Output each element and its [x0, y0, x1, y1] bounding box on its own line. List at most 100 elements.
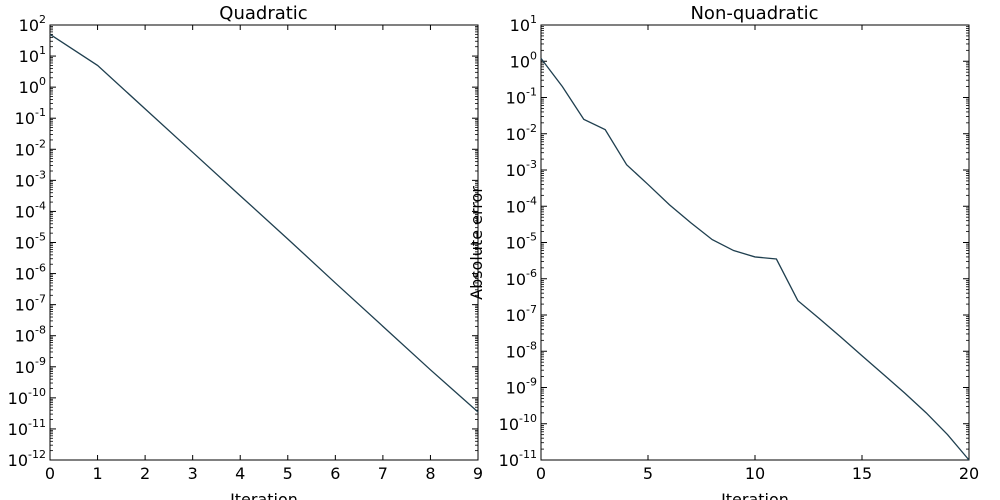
y-tick-label: 10-8	[15, 324, 46, 346]
y-tick-exponent: -5	[35, 231, 46, 244]
y-tick-exponent: 1	[530, 13, 537, 26]
y-tick-exponent: -8	[35, 324, 46, 337]
series-line	[540, 57, 970, 461]
y-tick-label: 10-4	[15, 199, 46, 221]
y-tick-base: 10	[15, 327, 35, 346]
y-tick-exponent: -5	[526, 231, 537, 244]
x-tick-label: 0	[536, 464, 546, 483]
y-tick-label: 10-6	[506, 267, 537, 289]
y-tick-base: 10	[506, 89, 526, 108]
y-tick-label: 10-9	[506, 376, 537, 398]
y-tick-base: 10	[506, 197, 526, 216]
x-tick-label: 5	[283, 464, 293, 483]
y-tick-label: 101	[19, 44, 46, 66]
y-tick-label: 10-7	[506, 303, 537, 325]
y-tick-exponent: -4	[526, 194, 537, 207]
y-tick-label: 10-11	[8, 417, 46, 439]
x-tick-label: 20	[959, 464, 979, 483]
series-line	[49, 33, 479, 413]
y-tick-exponent: -2	[35, 137, 46, 150]
y-tick-base: 10	[15, 358, 35, 377]
y-tick-base: 10	[19, 16, 39, 35]
y-tick-exponent: -11	[519, 448, 537, 461]
y-tick-exponent: -9	[35, 355, 46, 368]
y-tick-exponent: -1	[526, 86, 537, 99]
y-tick-base: 10	[19, 78, 39, 97]
y-tick-base: 10	[506, 234, 526, 253]
y-tick-exponent: -6	[35, 262, 46, 275]
series-group	[540, 57, 970, 461]
y-tick-base: 10	[506, 125, 526, 144]
x-tick-label: 9	[473, 464, 483, 483]
y-tick-base: 10	[499, 451, 519, 470]
y-tick-label: 10-1	[506, 86, 537, 108]
chart-title: Non-quadratic	[690, 3, 818, 24]
x-tick-label: 8	[425, 464, 435, 483]
y-tick-exponent: -8	[526, 339, 537, 352]
y-tick-label: 10-12	[8, 448, 46, 470]
y-tick-label: 10-3	[506, 158, 537, 180]
x-tick-label: 1	[92, 464, 102, 483]
x-tick-label: 6	[330, 464, 340, 483]
y-tick-base: 10	[506, 270, 526, 289]
x-axis-label: Iteration	[721, 490, 789, 500]
y-tick-base: 10	[8, 420, 28, 439]
y-tick-label: 10-5	[506, 231, 537, 253]
y-tick-exponent: -6	[526, 267, 537, 280]
y-tick-exponent: -11	[28, 417, 46, 430]
y-tick-base: 10	[506, 342, 526, 361]
x-tick-label: 5	[643, 464, 653, 483]
y-tick-base: 10	[19, 47, 39, 66]
y-tick-label: 10-3	[15, 168, 46, 190]
y-tick-label: 10-2	[506, 122, 537, 144]
y-tick-exponent: -7	[526, 303, 537, 316]
y-tick-base: 10	[15, 171, 35, 190]
y-tick-label: 102	[19, 13, 46, 35]
y-tick-exponent: -10	[519, 412, 537, 425]
y-ticks: 10-1110-1010-910-810-710-610-510-410-310…	[499, 13, 969, 470]
x-tick-label: 7	[378, 464, 388, 483]
y-tick-base: 10	[15, 265, 35, 284]
series-group	[49, 33, 479, 413]
x-axis-label: Iteration	[230, 490, 298, 500]
y-tick-label: 101	[510, 13, 537, 35]
y-tick-label: 10-5	[15, 231, 46, 253]
y-tick-label: 10-8	[506, 339, 537, 361]
x-tick-label: 10	[745, 464, 765, 483]
x-tick-label: 4	[235, 464, 245, 483]
y-tick-base: 10	[506, 379, 526, 398]
y-tick-base: 10	[506, 161, 526, 180]
y-tick-label: 10-11	[499, 448, 537, 470]
y-ticks: 10-1210-1110-1010-910-810-710-610-510-41…	[8, 13, 478, 470]
y-tick-label: 100	[19, 75, 46, 97]
y-tick-exponent: 2	[39, 13, 46, 26]
y-tick-exponent: -1	[35, 106, 46, 119]
y-axis-label: Absolute error	[467, 186, 486, 300]
y-tick-label: 10-10	[8, 386, 46, 408]
y-tick-exponent: 1	[39, 44, 46, 57]
x-tick-label: 3	[188, 464, 198, 483]
y-tick-label: 10-9	[15, 355, 46, 377]
y-tick-base: 10	[15, 140, 35, 159]
y-tick-label: 10-2	[15, 137, 46, 159]
y-tick-label: 10-10	[499, 412, 537, 434]
x-tick-label: 0	[45, 464, 55, 483]
y-tick-base: 10	[506, 306, 526, 325]
y-tick-exponent: -4	[35, 199, 46, 212]
y-tick-exponent: 0	[39, 75, 46, 88]
y-tick-exponent: 0	[530, 49, 537, 62]
y-tick-exponent: -9	[526, 376, 537, 389]
y-tick-exponent: -10	[28, 386, 46, 399]
y-tick-label: 10-7	[15, 293, 46, 315]
y-tick-base: 10	[8, 389, 28, 408]
y-tick-label: 10-6	[15, 262, 46, 284]
y-tick-base: 10	[510, 52, 530, 71]
y-tick-label: 100	[510, 49, 537, 71]
x-ticks: 0 1 2 3 4 5 6 7 8 9	[45, 25, 483, 483]
y-tick-exponent: -3	[526, 158, 537, 171]
y-tick-base: 10	[8, 451, 28, 470]
y-tick-label: 10-4	[506, 194, 537, 216]
